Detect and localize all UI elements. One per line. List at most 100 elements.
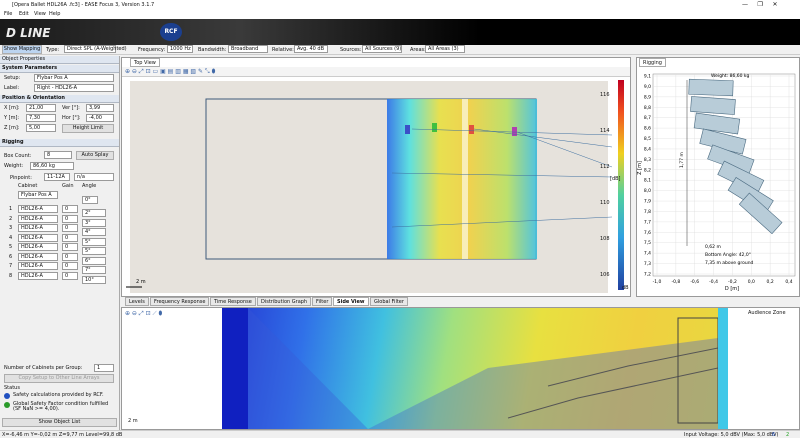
y-axis-label: Z [m] — [637, 161, 643, 175]
show-mapping-button[interactable]: Show Mapping — [2, 45, 42, 54]
button[interactable]: Auto Splay — [76, 151, 114, 160]
menu-item[interactable]: File — [4, 11, 13, 17]
cabinet-name[interactable]: HDL26-A — [18, 233, 58, 242]
bandwidth-label: Bandwidth: — [198, 47, 227, 53]
x-tick-label: -0,8 — [671, 279, 680, 285]
menu-item[interactable]: Edit — [19, 11, 29, 17]
input-field[interactable]: 1 — [94, 364, 114, 372]
sources-dropdown[interactable]: All Sources (9) — [362, 45, 402, 53]
bandwidth-dropdown[interactable]: Broadband — [228, 45, 268, 53]
tab[interactable]: Levels — [125, 297, 149, 306]
relative-dropdown[interactable]: Avg. 40 dB — [294, 45, 328, 53]
cabinet-name[interactable]: HDL26-A — [18, 243, 58, 251]
tab[interactable]: Filter — [312, 297, 333, 306]
gain-field[interactable]: 0 — [62, 214, 78, 223]
cabinet-box — [688, 78, 734, 97]
speakers — [405, 123, 517, 136]
logo: D LINE — [6, 26, 51, 40]
sources-label: Sources: — [340, 47, 362, 53]
angle-field[interactable]: 7° — [82, 266, 106, 274]
banner: D LINE RCF — [0, 19, 800, 45]
title-bar: [Opera Ballet HDL26A .fc3] - EASE Focus … — [0, 0, 800, 10]
y-tick-label: 8,6 — [644, 126, 651, 132]
angle-field[interactable]: 2° — [82, 209, 106, 217]
top-view-tab[interactable]: Top View — [130, 58, 160, 67]
warning-count: 6 — [772, 432, 776, 438]
gain-field[interactable]: 0 — [62, 233, 78, 242]
aisle — [462, 99, 468, 259]
menu-item[interactable]: View — [34, 11, 46, 17]
input-field[interactable]: 7,30 — [26, 114, 56, 122]
color-scale-label: 112 — [600, 164, 610, 170]
angle-field[interactable]: 4° — [82, 228, 106, 236]
weight-label: Weight: 86,60 kg — [711, 73, 750, 79]
x-axis-label: D [m] — [725, 286, 739, 292]
input-field[interactable]: Flybar Pos A — [34, 74, 114, 82]
decoration — [411, 128, 612, 136]
gain-field[interactable]: 0 — [62, 271, 78, 280]
tab[interactable]: Side View — [333, 297, 369, 306]
cabinet-name[interactable]: HDL26-A — [18, 205, 58, 213]
window-controls[interactable]: — ❐ ✕ — [742, 1, 778, 8]
y-tick-label: 7,6 — [644, 230, 651, 236]
color-scale-label: 116 — [600, 92, 610, 98]
tool-icons[interactable]: ⊕ ⊖ ⤢ ⊡ ▭ ▣ ▤ ▥ ▦ ▧ ✎ ⤡ ⬮ — [125, 68, 216, 75]
input-field[interactable]: 11-12A — [44, 173, 70, 181]
input-field[interactable]: n/a — [74, 173, 114, 181]
rigging-tab[interactable]: Rigging — [639, 58, 666, 67]
side-tools[interactable]: ⊕ ⊖ ⤢ ⊡ ⟋ ⬮ — [125, 310, 163, 317]
input-field[interactable]: Flybar Pos A — [18, 191, 58, 199]
input-field[interactable]: 5,00 — [26, 124, 56, 132]
tab[interactable]: Frequency Response — [150, 297, 210, 306]
cabinet-name[interactable]: HDL26-A — [18, 214, 58, 223]
decoration — [512, 127, 517, 136]
angle-field[interactable]: 3° — [82, 218, 106, 227]
gain-field[interactable]: 0 — [62, 205, 78, 213]
input-field[interactable]: -4,00 — [86, 114, 114, 122]
tab[interactable]: Global Filter — [370, 297, 408, 306]
button[interactable]: Show Object List — [2, 418, 117, 427]
gain-field[interactable]: 0 — [62, 252, 78, 261]
angle-field[interactable]: 5° — [82, 247, 106, 255]
relative-label: Relative: — [272, 47, 294, 53]
stage-area — [222, 308, 248, 429]
color-scale-label: 108 — [600, 236, 610, 242]
angle-field[interactable]: 5° — [82, 237, 106, 246]
angle-field[interactable]: 6° — [82, 256, 106, 265]
decoration — [677, 317, 718, 424]
cabinet-name[interactable]: HDL26-A — [18, 262, 58, 270]
input-field[interactable]: 8 — [44, 151, 72, 159]
color-scale-labels: 116 114 112 110 108 106 dB [dB] — [600, 80, 629, 292]
input-field[interactable]: 86,60 kg — [30, 162, 74, 170]
frequency-dropdown[interactable]: 1000 Hz — [167, 45, 193, 53]
color-scale-unit: dB — [622, 285, 629, 291]
button[interactable]: Copy Setup to Other Line Arrays — [4, 374, 114, 383]
top-view-canvas: 2 m — [126, 81, 612, 293]
input-field[interactable]: 21,00 — [26, 104, 56, 112]
areas-dropdown[interactable]: All Areas (3) — [425, 45, 465, 53]
status-icon — [4, 393, 10, 399]
button[interactable]: Height Limit — [62, 124, 114, 133]
gain-field[interactable]: 0 — [62, 224, 78, 232]
input-field[interactable]: 3,99 — [86, 104, 114, 112]
cabinet-name[interactable]: HDL26-A — [18, 224, 58, 232]
angle-field[interactable]: 10° — [82, 275, 106, 284]
tab[interactable]: Time Response — [210, 297, 256, 306]
row-number: 4 — [9, 234, 13, 241]
section-header: System Parameters — [0, 65, 119, 73]
decoration — [391, 172, 612, 178]
y-tick-label: 7,4 — [644, 251, 651, 257]
row-number: 8 — [9, 272, 13, 279]
menu-item[interactable]: Help — [49, 11, 61, 17]
gain-field[interactable]: 0 — [62, 243, 78, 251]
cabinet-name[interactable]: HDL26-A — [18, 271, 58, 280]
input-field[interactable]: 0° — [82, 196, 98, 204]
input-field[interactable]: Right - HDL26-A — [34, 84, 114, 92]
cabinet-name[interactable]: HDL26-A — [18, 252, 58, 261]
y-tick-label: 7,3 — [644, 261, 651, 267]
tab[interactable]: Distribution Graph — [257, 297, 312, 306]
gain-field[interactable]: 0 — [62, 262, 78, 270]
ground-height-label: 7,35 m above ground — [705, 260, 754, 266]
field-label: Setup: — [4, 75, 21, 81]
type-dropdown[interactable]: Direct SPL (A-Weighted) — [64, 45, 127, 53]
